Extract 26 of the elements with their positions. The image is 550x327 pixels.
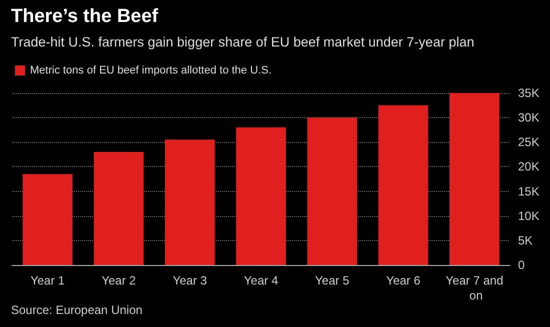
y-tick-label: 25K: [518, 135, 540, 150]
y-tick-label: 10K: [518, 208, 540, 223]
bar: [164, 140, 215, 265]
legend-label: Metric tons of EU beef imports allotted to the U.S.: [30, 64, 272, 76]
x-tick-label: Year 2: [102, 274, 136, 288]
x-tick-label: Year 3: [172, 274, 208, 288]
x-tick-label: Year 7 and on: [446, 274, 504, 302]
chart-subtitle: Trade-hit U.S. farmers gain bigger share of EU beef market under 7-year plan: [11, 34, 474, 50]
y-tick-label: 20K: [518, 160, 540, 174]
source-note: Source: European Union: [11, 303, 142, 317]
y-tick-label: 35K: [518, 86, 540, 100]
bar: [22, 174, 72, 265]
chart-title: There’s the Beef: [11, 6, 159, 27]
bar: [94, 152, 144, 265]
y-tick-label: 5K: [518, 233, 533, 248]
y-tick-label: 0: [518, 258, 525, 272]
x-tick-label: Year 5: [315, 274, 350, 288]
x-tick-label: Year 4: [244, 274, 278, 288]
bar: [236, 127, 286, 265]
y-tick-label: 15K: [518, 184, 540, 198]
bar: [450, 93, 500, 265]
y-tick-label: 30K: [518, 110, 540, 125]
bar: [378, 105, 428, 265]
x-tick-label: Year 6: [386, 274, 421, 288]
bar: [307, 118, 358, 265]
x-tick-label: Year 1: [30, 274, 66, 288]
